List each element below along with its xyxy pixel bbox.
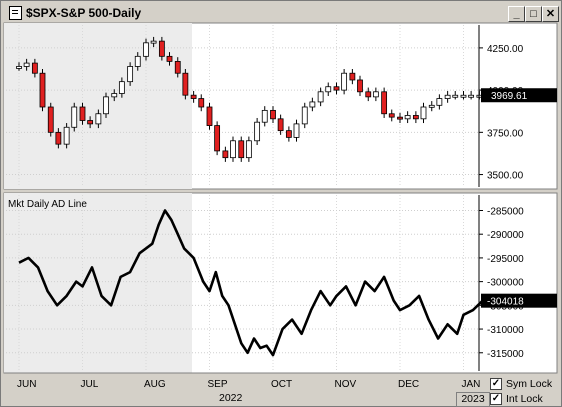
price-candle [365, 91, 372, 98]
title-bar: $SPX-S&P 500-Daily _ □ ✕ [3, 3, 559, 23]
price-candle [111, 93, 118, 98]
x-tick-label: JUL [81, 379, 99, 390]
price-candle [55, 131, 62, 145]
price-candle [71, 106, 78, 128]
ad-y-tick: -315000 [487, 349, 524, 360]
price-candle [23, 62, 30, 67]
price-candle [166, 55, 173, 62]
price-candle [206, 106, 213, 126]
minimize-button[interactable]: _ [508, 6, 525, 22]
price-candle [118, 81, 125, 94]
ad-y-tick: -310000 [487, 325, 524, 336]
price-candle [198, 98, 205, 108]
price-candle [460, 94, 467, 98]
bottom-bar: 2022 2023 ✓ Sym Lock ✓ Int Lock [1, 374, 561, 407]
price-candle [357, 79, 363, 93]
price-candle [87, 120, 94, 125]
price-candle [103, 96, 109, 115]
int-lock-label: Int Lock [506, 393, 543, 405]
price-candle [47, 106, 54, 133]
x-tick-label: OCT [271, 379, 292, 390]
price-candle [293, 123, 300, 138]
price-candle [349, 72, 356, 81]
x-tick-label: JUN [17, 379, 36, 390]
price-last-value-flag [481, 88, 557, 103]
price-candle [222, 150, 229, 159]
price-candle [95, 113, 102, 125]
ad-last-value-flag [481, 293, 557, 308]
x-tick-label: DEC [398, 379, 419, 390]
x-tick-label: NOV [335, 379, 357, 390]
ad-line-series [18, 209, 484, 357]
price-candle [270, 109, 276, 120]
price-candle [388, 113, 395, 118]
price-candle [79, 106, 86, 121]
price-candle [230, 140, 236, 159]
price-candle [325, 86, 332, 93]
price-candle [341, 72, 348, 91]
sym-lock-checkbox[interactable]: ✓ [490, 378, 502, 390]
axes: JUNJULAUGSEPOCTNOVDECJAN4250.004000.0037… [4, 25, 557, 390]
ad-y-tick: -285000 [487, 206, 524, 217]
price-candle [31, 62, 38, 74]
price-candle [127, 66, 134, 83]
price-candle [428, 104, 435, 108]
price-candle [174, 61, 181, 74]
price-candle [333, 86, 340, 91]
price-candle [143, 42, 149, 57]
ad-y-tick: -300000 [487, 278, 524, 289]
price-candle [309, 101, 316, 108]
price-candle [420, 106, 427, 120]
close-button[interactable]: ✕ [542, 6, 559, 22]
maximize-button[interactable]: □ [525, 6, 542, 22]
price-candle [436, 98, 443, 106]
price-candle [182, 72, 189, 96]
price-candle [397, 116, 403, 120]
price-candle [404, 115, 411, 120]
price-candle [63, 126, 70, 145]
x-tick-label: AUG [144, 379, 166, 390]
price-y-tick: 3500.00 [487, 171, 524, 182]
ad-y-tick: -295000 [487, 254, 524, 265]
x-tick-label: JAN [462, 379, 481, 390]
ad-line [18, 209, 484, 357]
int-lock-checkbox[interactable]: ✓ [490, 393, 502, 405]
price-candle [134, 55, 141, 67]
price-candle [452, 94, 459, 98]
price-candle [39, 72, 46, 108]
price-candle [412, 115, 419, 120]
year-label-right: 2023 [456, 392, 490, 407]
price-candles [16, 36, 490, 162]
price-candle [468, 94, 475, 98]
price-candle [245, 140, 252, 159]
price-y-tick: 3750.00 [487, 128, 524, 139]
chart-doc-icon [9, 6, 22, 20]
price-candle [381, 91, 388, 115]
price-candle [214, 125, 221, 152]
ad-last-value-label: -304018 [487, 297, 524, 308]
price-candle [190, 94, 197, 99]
price-candle [301, 106, 308, 125]
price-candle [238, 140, 245, 159]
price-candle [150, 40, 157, 44]
year-label: 2022 [219, 392, 243, 404]
x-tick-label: SEP [208, 379, 228, 390]
price-candle [285, 130, 292, 138]
price-candle [277, 118, 284, 132]
price-candle [444, 94, 451, 99]
price-candle [254, 121, 261, 142]
price-last-value-label: 3969.61 [491, 91, 528, 102]
price-candle [16, 66, 22, 69]
price-y-tick: 4250.00 [487, 44, 524, 55]
sym-lock-label: Sym Lock [506, 378, 553, 390]
window-title: $SPX-S&P 500-Daily [26, 6, 142, 20]
price-candle [372, 91, 379, 98]
ad-pane-title: Mkt Daily AD Line [8, 199, 87, 210]
price-candle [261, 109, 268, 123]
price-candle [317, 91, 324, 103]
ad-y-tick: -290000 [487, 230, 524, 241]
price-candle [158, 40, 165, 57]
